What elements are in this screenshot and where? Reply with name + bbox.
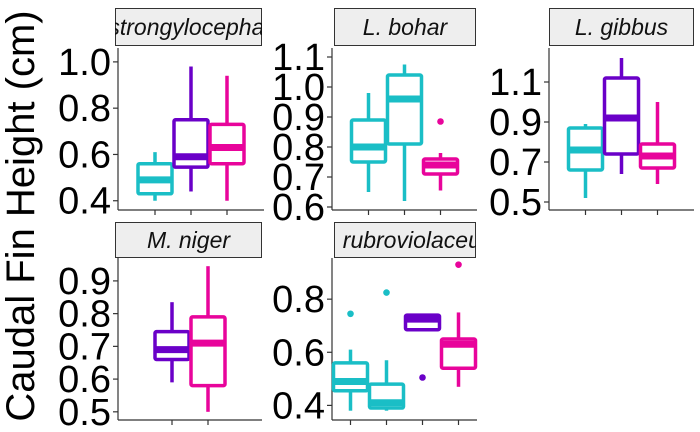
outlier-point — [455, 261, 462, 268]
y-tick-label: 0.5 — [489, 182, 542, 224]
y-tick-label: 1.0 — [272, 67, 325, 109]
iqr-box — [385, 73, 424, 146]
box-purple — [153, 302, 191, 383]
iqr-box — [349, 118, 388, 164]
strip-label: M. niger — [147, 227, 231, 253]
box-magenta — [439, 261, 478, 387]
outlier-point — [347, 310, 354, 318]
y-tick-label: 0.6 — [272, 332, 325, 374]
y-tick-label: 0.7 — [58, 326, 111, 368]
box-teal — [136, 152, 174, 201]
y-tick-label: 0.6 — [58, 134, 111, 176]
y-tick-label: 0.7 — [272, 157, 325, 199]
strip-label: P. rubroviolaceus — [318, 227, 493, 253]
facet-panel: P. rubroviolaceus 0.4 0.6 0.8 — [272, 222, 493, 427]
y-tick-label: 0.9 — [489, 102, 542, 144]
box-teal — [331, 310, 370, 411]
y-tick-label: 1.1 — [489, 62, 542, 104]
box-purple — [403, 313, 442, 381]
strip-label: L. gibbus — [575, 14, 669, 40]
box-magenta — [638, 102, 677, 184]
strip-box — [334, 8, 476, 46]
box-teal — [367, 289, 406, 411]
y-tick-label: 0.6 — [58, 359, 111, 401]
y-tick-label: 0.8 — [58, 88, 111, 130]
facet-panel: L. gibbus 0.50.70.91.1 — [489, 8, 694, 224]
strip-label: L. bohar — [363, 14, 449, 40]
outlier-point — [437, 118, 444, 125]
box-teal — [566, 124, 605, 198]
strip-box — [549, 8, 694, 46]
outlier-point — [383, 289, 390, 296]
strip-box — [115, 8, 262, 46]
y-tick-label: 1.1 — [272, 37, 325, 79]
box-teal — [385, 64, 424, 201]
y-tick-label: 0.4 — [58, 181, 111, 223]
y-tick-label: 1.0 — [58, 42, 111, 84]
y-tick-label: 0.8 — [272, 279, 325, 321]
y-tick-label: 0.8 — [272, 127, 325, 169]
box-teal — [349, 93, 388, 192]
y-tick-label: 0.9 — [272, 97, 325, 139]
facet-panel: P. strongylocephalus 0.4 0.60.81.0 — [58, 8, 294, 223]
box-magenta — [421, 118, 460, 191]
outlier-point — [419, 374, 426, 381]
y-tick-label: 0.4 — [272, 385, 325, 427]
iqr-box — [189, 315, 227, 388]
facet-panel: M. niger 0.50.60.70.80.9 — [58, 222, 262, 432]
iqr-box — [153, 329, 191, 362]
box-magenta — [208, 75, 246, 201]
y-axis-title: Caudal Fin Height (cm) — [0, 10, 43, 421]
strip-box — [115, 222, 262, 258]
strip-label: P. strongylocephalus — [83, 14, 294, 40]
y-tick-label: 0.9 — [58, 261, 111, 303]
box-purple — [172, 66, 210, 192]
y-tick-label: 0.8 — [58, 294, 111, 336]
strip-box — [334, 222, 476, 258]
facet-panel: L. bohar 0.60.70.80.91.01.1 — [272, 8, 477, 229]
box-purple — [602, 58, 641, 174]
iqr-box — [331, 361, 370, 393]
y-tick-label: 0.5 — [58, 392, 111, 432]
y-tick-label: 0.7 — [489, 142, 542, 184]
y-tick-label: 0.6 — [272, 187, 325, 229]
box-magenta — [189, 266, 227, 412]
